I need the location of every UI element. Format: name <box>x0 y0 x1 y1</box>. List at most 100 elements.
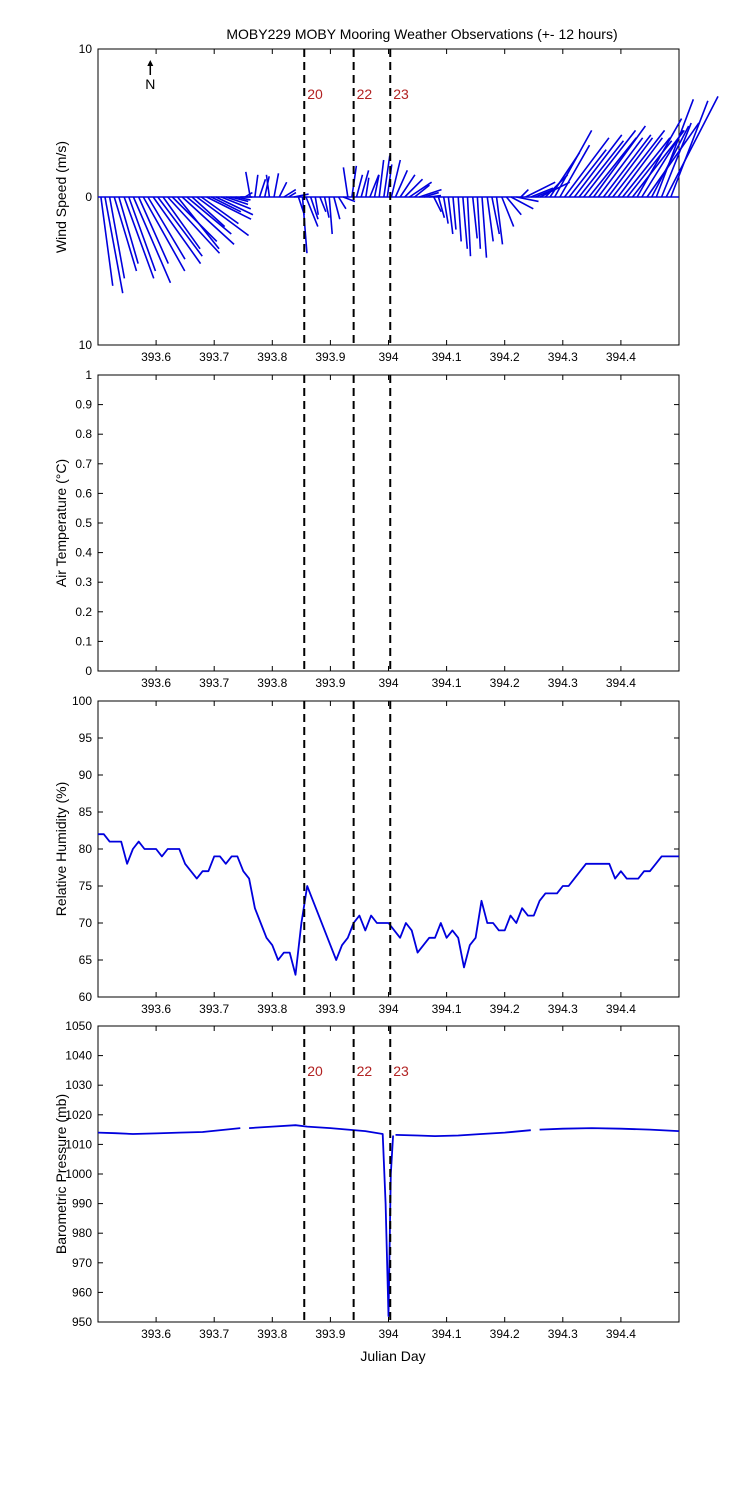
wind-vector <box>390 159 402 198</box>
y-tick-label: 1050 <box>65 1019 92 1033</box>
wind-vector <box>355 174 364 198</box>
event-label: 20 <box>307 1063 323 1079</box>
x-tick-label: 394.1 <box>432 1327 462 1341</box>
x-tick-label: 394 <box>378 676 398 690</box>
wind-vector <box>612 129 666 198</box>
wind-vector <box>215 196 254 216</box>
wind-vector <box>602 134 652 198</box>
x-tick-label: 393.7 <box>199 1327 229 1341</box>
x-tick-label: 393.6 <box>141 676 171 690</box>
wind-vector <box>342 167 349 198</box>
wind-vector <box>592 125 647 198</box>
wind-vector <box>583 129 637 198</box>
chart-panel-1: 393.6 393.7 393.8 393.9 394 394.1 394.2 394.3 39… <box>53 42 719 364</box>
wind-vector <box>394 170 409 198</box>
x-tick-label: 394.3 <box>548 1327 578 1341</box>
y-tick-label: 0 <box>85 664 92 678</box>
wind-vector <box>646 122 700 198</box>
chart-panel-4: 393.6 393.7 393.8 393.9 394 394.1 394.2 394.3 39… <box>53 1019 680 1341</box>
x-tick-label: 394.2 <box>490 1002 520 1016</box>
x-tick-label: 394 <box>378 1002 398 1016</box>
y-tick-label: 0.6 <box>75 486 92 500</box>
wind-vector <box>113 196 138 272</box>
chart-panel-2: 393.6 393.7 393.8 393.9 394 394.1 394.2 394.3 39… <box>53 368 680 690</box>
wind-vector <box>530 187 554 198</box>
y-tick-label: 0.3 <box>75 575 92 589</box>
wind-vector <box>319 196 327 213</box>
y-axis-label: Wind Speed (m/s) <box>53 141 69 253</box>
wind-vector <box>399 174 416 198</box>
wind-vector <box>457 196 462 242</box>
wind-vector <box>404 178 424 198</box>
x-tick-label: 393.9 <box>315 350 345 364</box>
wind-vector <box>365 177 370 198</box>
y-tick-label: 70 <box>79 916 93 930</box>
y-tick-label: 1000 <box>65 1167 92 1181</box>
y-tick-label: 1 <box>85 368 92 382</box>
x-tick-label: 393.8 <box>257 350 287 364</box>
series-line <box>539 1127 680 1132</box>
y-tick-label: 0.2 <box>75 605 92 619</box>
wind-vector <box>383 155 391 198</box>
x-tick-label: 393.7 <box>199 1002 229 1016</box>
wind-vector <box>617 137 664 198</box>
x-tick-label: 394.3 <box>548 676 578 690</box>
y-tick-label: 0.7 <box>75 457 92 471</box>
wind-vector <box>535 188 554 198</box>
wind-vector <box>152 196 202 265</box>
x-tick-label: 393.9 <box>315 1002 345 1016</box>
wind-vector <box>181 196 235 245</box>
wind-vector <box>167 196 221 254</box>
wind-vector <box>636 118 683 198</box>
x-tick-label: 394.3 <box>548 350 578 364</box>
x-tick-label: 394.3 <box>548 1002 578 1016</box>
x-tick-label: 393.8 <box>257 1002 287 1016</box>
x-axis-label: Julian Day <box>360 1348 425 1364</box>
series-line <box>395 1129 531 1137</box>
y-tick-label: 0.9 <box>75 398 92 412</box>
wind-vector <box>108 196 126 279</box>
wind-vector <box>429 194 442 198</box>
wind-vector <box>525 181 556 198</box>
wind-vector <box>553 130 593 198</box>
wind-vector <box>437 196 446 218</box>
wind-vector <box>559 144 591 198</box>
wind-vector <box>244 191 253 198</box>
x-tick-label: 393.6 <box>141 350 171 364</box>
y-tick-label: 0.8 <box>75 427 92 441</box>
x-tick-label: 393.8 <box>257 1327 287 1341</box>
y-tick-label: 960 <box>72 1285 92 1299</box>
wind-vector <box>220 196 252 210</box>
wind-vector <box>573 134 623 198</box>
wind-vector <box>501 196 515 227</box>
wind-vector <box>210 196 242 213</box>
series-line <box>98 833 679 976</box>
x-tick-label: 394.4 <box>606 1002 636 1016</box>
wind-vector <box>670 100 709 198</box>
wind-vector <box>578 140 625 198</box>
wind-vector <box>147 196 186 260</box>
wind-vector <box>100 196 114 286</box>
wind-vector <box>258 178 267 198</box>
x-tick-label: 393.7 <box>199 350 229 364</box>
y-tick-label: 980 <box>72 1226 92 1240</box>
wind-vector <box>309 196 319 220</box>
x-tick-label: 393.9 <box>315 1327 345 1341</box>
y-tick-label: 80 <box>79 842 93 856</box>
wind-vector <box>123 196 155 279</box>
wind-vector <box>328 196 333 235</box>
wind-vector <box>452 196 457 230</box>
wind-vector <box>641 129 684 198</box>
wind-vector <box>293 193 309 198</box>
wind-vector <box>414 184 430 198</box>
wind-vector <box>235 196 251 201</box>
wind-vector <box>622 137 671 198</box>
x-tick-label: 394.2 <box>490 676 520 690</box>
wind-vector <box>447 196 454 235</box>
wind-vector <box>244 171 252 198</box>
north-label: N <box>145 76 155 92</box>
y-tick-label: 10 <box>79 338 93 352</box>
wind-vector <box>462 196 469 249</box>
wind-vector <box>360 170 370 198</box>
